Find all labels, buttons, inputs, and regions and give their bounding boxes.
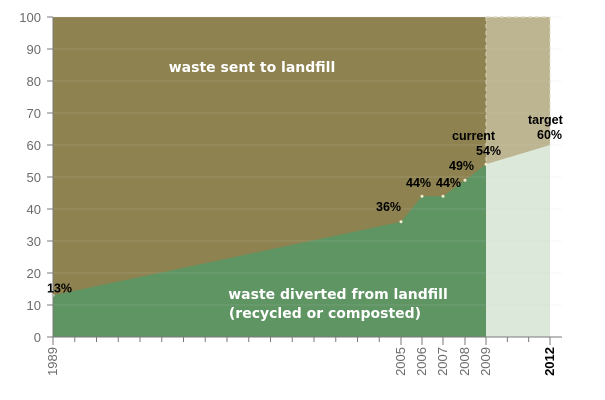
data-point <box>484 162 488 166</box>
x-tick-label: 2006 <box>414 347 429 376</box>
chart-areas <box>51 16 551 337</box>
data-label: 49% <box>449 159 474 173</box>
x-tick-label: 2012 <box>542 347 557 376</box>
landfill-area-label: waste sent to landfill <box>169 60 336 76</box>
y-tick-label: 70 <box>27 106 41 121</box>
y-tick-label: 10 <box>27 298 41 313</box>
y-tick-label: 80 <box>27 74 41 89</box>
grid-lines <box>53 16 562 306</box>
y-tick-label: 0 <box>34 330 41 345</box>
chart-labels: waste sent to landfill waste diverted fro… <box>47 60 564 322</box>
data-point <box>420 194 424 198</box>
diverted-area-label: waste diverted from landfill <box>228 287 448 303</box>
data-label: target <box>528 113 564 127</box>
data-label: 36% <box>376 200 401 214</box>
x-tick-label: 2009 <box>478 347 493 376</box>
y-tick-label: 100 <box>19 10 41 25</box>
axes <box>47 16 562 345</box>
data-point <box>441 194 445 198</box>
data-label: 44% <box>436 176 461 190</box>
y-tick-label: 30 <box>27 234 41 249</box>
diverted-area <box>53 164 486 337</box>
data-label-value: 60% <box>537 128 562 142</box>
y-tick-label: 20 <box>27 266 41 281</box>
x-tick-label: 2008 <box>457 347 472 376</box>
y-tick-label: 90 <box>27 42 41 57</box>
y-tick-label: 50 <box>27 170 41 185</box>
diverted-area-sublabel: (recycled or composted) <box>229 306 421 322</box>
y-tick-label: 40 <box>27 202 41 217</box>
x-tick-label: 1989 <box>45 347 60 376</box>
data-point <box>463 178 467 182</box>
data-label: 44% <box>406 176 431 190</box>
y-tick-label: 60 <box>27 138 41 153</box>
data-label-value: 54% <box>476 144 501 158</box>
tick-labels: 0 10 20 30 40 50 60 70 80 90 100 1989 2005 2006 2007 20… <box>19 10 557 376</box>
data-label: current <box>452 129 496 143</box>
x-tick-label: 2007 <box>435 347 450 376</box>
data-label: 13% <box>47 281 72 295</box>
diverted-projected-area <box>486 145 550 337</box>
x-tick-label: 2005 <box>393 347 408 376</box>
data-point <box>399 220 403 224</box>
